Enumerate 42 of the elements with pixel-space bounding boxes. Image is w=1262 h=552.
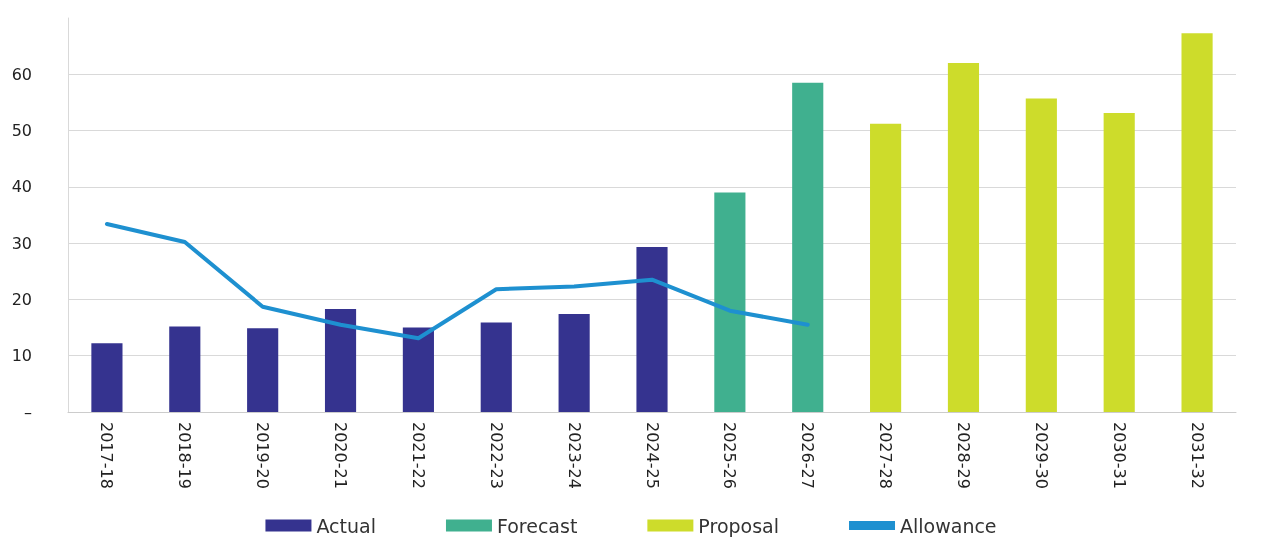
line-series [104,222,810,341]
y-tick-label: 30 [11,233,32,253]
bar [1181,33,1213,412]
y-tick-label: – [24,402,32,422]
y-tick-label: 10 [11,346,32,366]
bar [169,326,201,412]
x-tick-label: 2021-22 [408,422,428,489]
x-tick-label: 2020-21 [331,422,351,489]
x-tick-label: 2027-28 [876,422,896,489]
bar [324,309,357,412]
bar [792,82,824,412]
legend-label: Allowance [900,514,997,537]
x-tick-label: 2024-25 [642,422,662,489]
bar [247,328,279,412]
x-tick-label: 2019-20 [253,422,273,489]
x-tick-label: 2017-18 [97,422,117,489]
bar [480,322,512,412]
bar [636,247,668,412]
x-tick-label: 2023-24 [564,422,584,489]
bar [558,314,590,412]
x-tick-label: 2029-30 [1031,422,1051,489]
x-tick-label: 2026-27 [798,422,818,489]
x-tick-label: 2030-31 [1109,422,1129,489]
bar [870,123,902,412]
y-tick-label: 50 [11,121,32,141]
bar [91,343,123,412]
x-tick-label: 2022-23 [486,422,506,489]
bar [947,63,980,412]
y-tick-label: 20 [11,289,32,309]
bar [1025,98,1057,412]
bar [714,192,746,412]
legend-label: Proposal [698,514,780,537]
x-tick-label: 2018-19 [175,422,195,489]
bar [402,327,434,412]
legend-label: Actual [316,514,376,537]
x-tick-label: 2028-29 [953,422,973,489]
y-tick-label: 60 [11,64,32,84]
y-tick-label: 40 [11,177,32,197]
legend-label: Forecast [496,514,578,537]
bar [1103,113,1135,412]
x-tick-label: 2025-26 [720,422,740,489]
x-tick-label: 2031-32 [1187,422,1207,489]
